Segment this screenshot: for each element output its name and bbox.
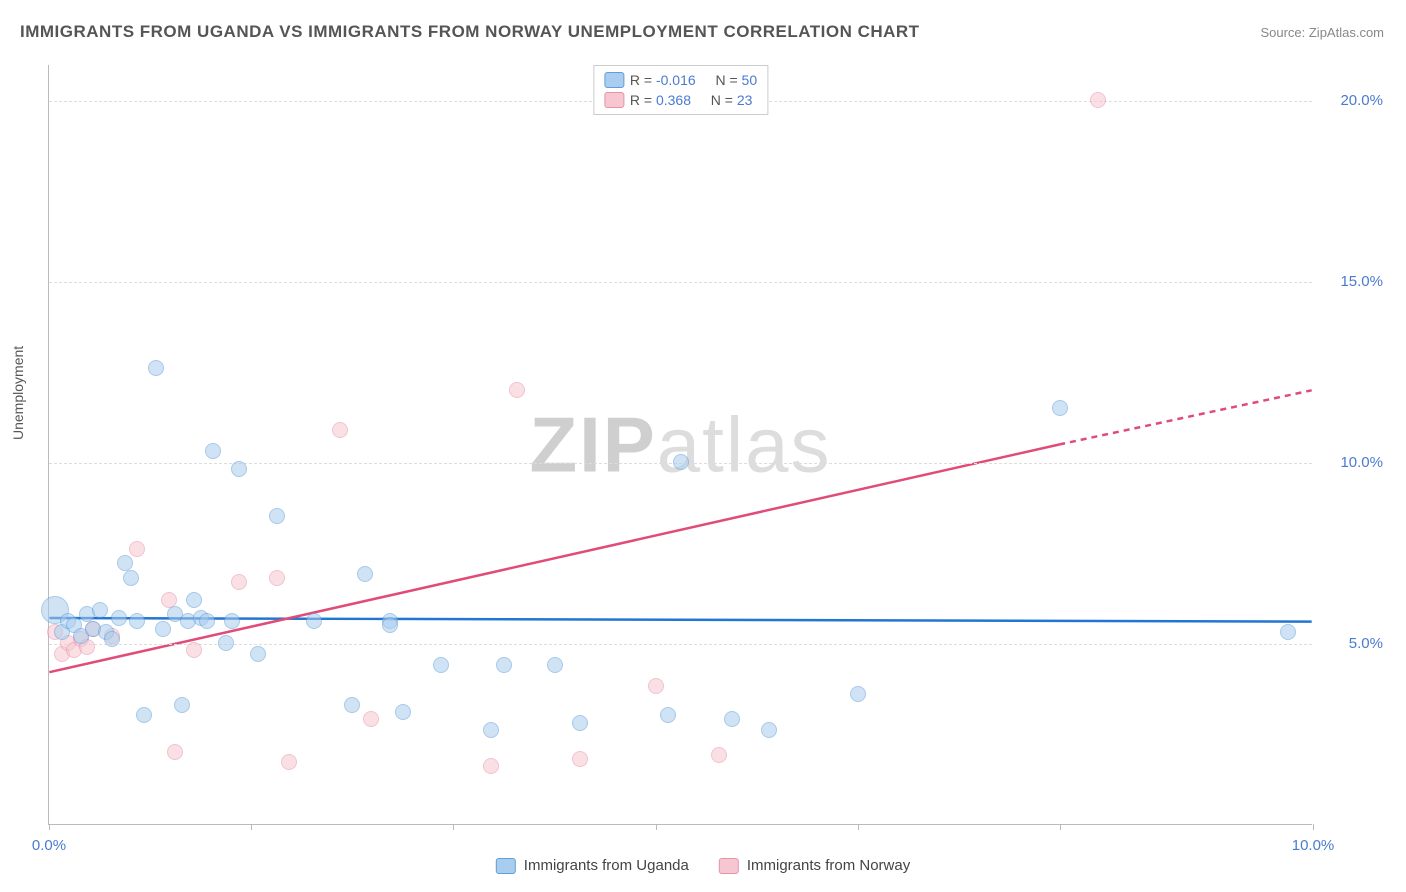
legend-stats-row-1: R = -0.016 N = 50 <box>604 70 757 90</box>
chart-title: IMMIGRANTS FROM UGANDA VS IMMIGRANTS FRO… <box>20 22 920 42</box>
x-tick-label: 0.0% <box>32 837 66 854</box>
point-series2 <box>648 678 664 694</box>
point-series1 <box>673 454 689 470</box>
point-series1 <box>660 707 676 723</box>
r-value-1: -0.016 <box>656 72 696 88</box>
point-series1 <box>382 617 398 633</box>
n-label-2: N = <box>711 92 733 108</box>
x-tick-label: 10.0% <box>1292 837 1335 854</box>
point-series2 <box>167 744 183 760</box>
x-tick <box>49 824 50 830</box>
point-series1 <box>224 613 240 629</box>
point-series2 <box>1090 92 1106 108</box>
point-series1 <box>496 657 512 673</box>
point-series1 <box>186 592 202 608</box>
point-series1 <box>483 722 499 738</box>
swatch-series2-bottom <box>719 858 739 874</box>
point-series1 <box>136 707 152 723</box>
point-series1 <box>231 461 247 477</box>
swatch-series1-bottom <box>496 858 516 874</box>
point-series2 <box>483 758 499 774</box>
point-series1 <box>395 704 411 720</box>
y-tick-label: 10.0% <box>1323 454 1383 471</box>
legend-series: Immigrants from Uganda Immigrants from N… <box>496 857 910 874</box>
x-tick <box>858 824 859 830</box>
point-series1 <box>761 722 777 738</box>
point-series1 <box>104 631 120 647</box>
point-series1 <box>92 602 108 618</box>
point-series1 <box>129 613 145 629</box>
x-tick <box>1060 824 1061 830</box>
legend-label-2: Immigrants from Norway <box>747 857 910 874</box>
point-series2 <box>129 541 145 557</box>
y-tick-label: 5.0% <box>1323 635 1383 652</box>
source-label: Source: ZipAtlas.com <box>1260 25 1384 40</box>
r-value-2: 0.368 <box>656 92 691 108</box>
gridline <box>49 644 1312 645</box>
point-series2 <box>332 422 348 438</box>
point-series1 <box>1052 400 1068 416</box>
point-series2 <box>231 574 247 590</box>
x-tick <box>1313 824 1314 830</box>
point-series1 <box>250 646 266 662</box>
x-tick <box>656 824 657 830</box>
point-series1 <box>205 443 221 459</box>
watermark-light: atlas <box>657 400 832 488</box>
point-series2 <box>186 642 202 658</box>
point-series1 <box>724 711 740 727</box>
point-series1 <box>269 508 285 524</box>
point-series2 <box>509 382 525 398</box>
legend-stats: R = -0.016 N = 50 R = 0.368 N = 23 <box>593 65 768 115</box>
x-tick <box>251 824 252 830</box>
y-axis-label: Unemployment <box>10 346 26 440</box>
point-series1 <box>174 697 190 713</box>
y-tick-label: 15.0% <box>1323 273 1383 290</box>
point-series2 <box>281 754 297 770</box>
point-series1 <box>218 635 234 651</box>
point-series1 <box>1280 624 1296 640</box>
point-series2 <box>269 570 285 586</box>
swatch-series1 <box>604 72 624 88</box>
legend-item-2: Immigrants from Norway <box>719 857 910 874</box>
watermark-bold: ZIP <box>529 400 656 488</box>
n-label-1: N = <box>715 72 737 88</box>
point-series2 <box>572 751 588 767</box>
point-series1 <box>123 570 139 586</box>
y-tick-label: 20.0% <box>1323 92 1383 109</box>
swatch-series2 <box>604 92 624 108</box>
watermark: ZIPatlas <box>529 399 831 490</box>
point-series1 <box>148 360 164 376</box>
n-value-2: 23 <box>737 92 753 108</box>
x-tick <box>453 824 454 830</box>
gridline <box>49 282 1312 283</box>
point-series1 <box>572 715 588 731</box>
point-series1 <box>155 621 171 637</box>
point-series2 <box>711 747 727 763</box>
point-series1 <box>357 566 373 582</box>
legend-label-1: Immigrants from Uganda <box>524 857 689 874</box>
point-series2 <box>363 711 379 727</box>
point-series1 <box>199 613 215 629</box>
r-label-2: R = <box>630 92 652 108</box>
point-series1 <box>306 613 322 629</box>
plot-area: ZIPatlas R = -0.016 N = 50 R = 0.368 N =… <box>48 65 1312 825</box>
point-series1 <box>850 686 866 702</box>
point-series1 <box>344 697 360 713</box>
n-value-1: 50 <box>742 72 758 88</box>
r-label-1: R = <box>630 72 652 88</box>
point-series1 <box>547 657 563 673</box>
legend-item-1: Immigrants from Uganda <box>496 857 689 874</box>
point-series1 <box>433 657 449 673</box>
point-series1 <box>111 610 127 626</box>
trend-lines <box>49 65 1312 824</box>
legend-stats-row-2: R = 0.368 N = 23 <box>604 90 757 110</box>
